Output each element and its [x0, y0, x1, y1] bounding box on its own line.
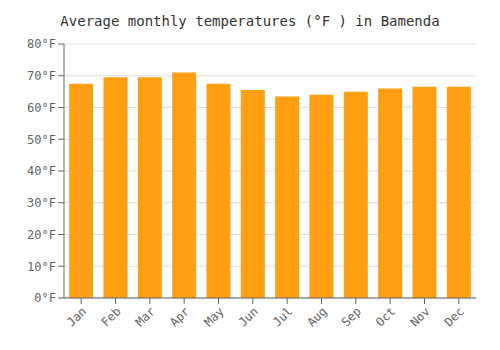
svg-text:50°F: 50°F: [27, 133, 56, 147]
svg-text:Oct: Oct: [373, 304, 398, 329]
svg-text:60°F: 60°F: [27, 101, 56, 115]
svg-text:70°F: 70°F: [27, 69, 56, 83]
svg-text:Dec: Dec: [442, 304, 467, 329]
svg-text:Jul: Jul: [270, 304, 295, 329]
svg-text:0°F: 0°F: [34, 291, 56, 305]
svg-text:80°F: 80°F: [27, 37, 56, 51]
svg-text:Feb: Feb: [98, 304, 123, 329]
svg-text:30°F: 30°F: [27, 196, 56, 210]
svg-text:Mar: Mar: [133, 304, 158, 329]
svg-text:Apr: Apr: [167, 304, 192, 329]
svg-text:Jan: Jan: [64, 304, 89, 329]
svg-text:10°F: 10°F: [27, 260, 56, 274]
svg-text:Nov: Nov: [407, 304, 432, 329]
svg-text:20°F: 20°F: [27, 228, 56, 242]
svg-text:Aug: Aug: [304, 304, 329, 329]
svg-text:May: May: [201, 304, 226, 329]
svg-text:Jun: Jun: [236, 304, 261, 329]
svg-text:40°F: 40°F: [27, 164, 56, 178]
html-text:Average monthly temperatures (: Average monthly temperatures (°F ) in Ba…: [60, 13, 440, 29]
svg-text:Sep: Sep: [339, 304, 364, 329]
